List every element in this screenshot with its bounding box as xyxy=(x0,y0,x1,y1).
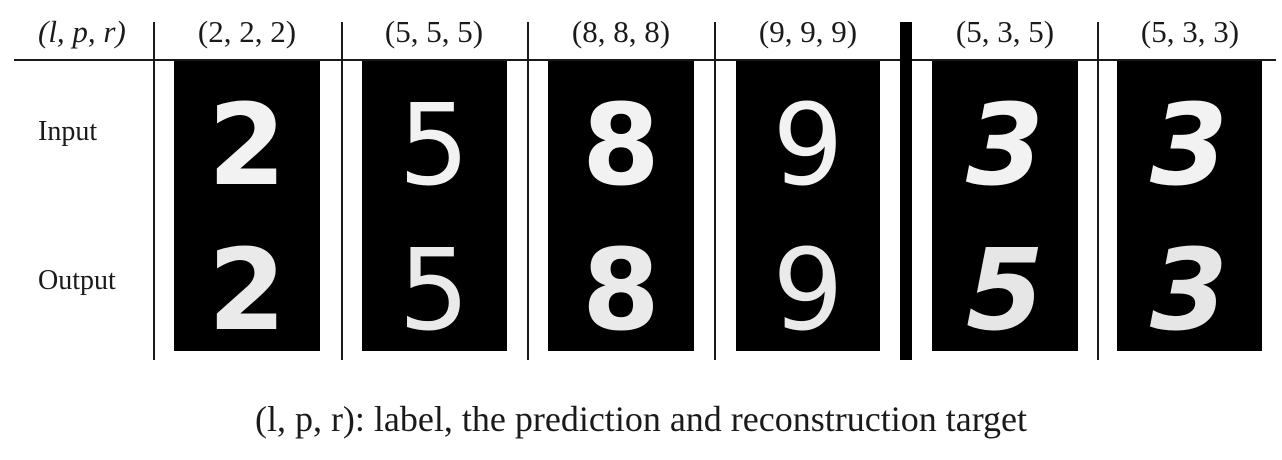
input-digit: 2 xyxy=(208,81,286,211)
input-digit: 3 xyxy=(1150,81,1228,211)
column-header-2: (5, 5, 5) xyxy=(384,14,484,49)
output-digit: 2 xyxy=(208,226,286,351)
column-header-6: (5, 3, 3) xyxy=(1140,14,1240,49)
digit-panel-1: 2 2 xyxy=(174,61,320,351)
header-rule xyxy=(14,59,1276,61)
output-digit: 5 xyxy=(966,226,1044,351)
figure-caption: (l, p, r): label, the prediction and rec… xyxy=(254,399,1028,439)
column-header-1: (2, 2, 2) xyxy=(197,14,297,49)
output-digit: 8 xyxy=(582,226,660,351)
column-divider xyxy=(1097,22,1099,360)
column-divider xyxy=(527,22,529,360)
input-digit: 5 xyxy=(398,81,469,211)
digit-panel-2: 5 5 xyxy=(362,61,507,351)
column-divider xyxy=(714,22,716,360)
output-digit: 9 xyxy=(772,226,843,351)
row-label-output: Output xyxy=(38,265,116,296)
column-header-5: (5, 3, 5) xyxy=(955,14,1055,49)
digit-panel-4: 9 9 xyxy=(736,61,880,351)
input-digit: 8 xyxy=(582,81,660,211)
corner-header: (l, p, r) xyxy=(38,14,126,49)
digit-panel-5: 3 5 xyxy=(932,61,1078,351)
digit-panel-6: 3 3 xyxy=(1117,61,1262,351)
input-digit: 3 xyxy=(966,81,1044,211)
output-digit: 3 xyxy=(1150,226,1228,351)
column-header-3: (8, 8, 8) xyxy=(571,14,671,49)
digit-panel-3: 8 8 xyxy=(548,61,694,351)
column-divider xyxy=(341,22,343,360)
thick-column-divider xyxy=(900,22,912,360)
column-divider xyxy=(153,22,155,360)
column-header-4: (9, 9, 9) xyxy=(758,14,858,49)
input-digit: 9 xyxy=(772,81,843,211)
row-label-input: Input xyxy=(38,116,98,147)
output-digit: 5 xyxy=(398,226,469,351)
